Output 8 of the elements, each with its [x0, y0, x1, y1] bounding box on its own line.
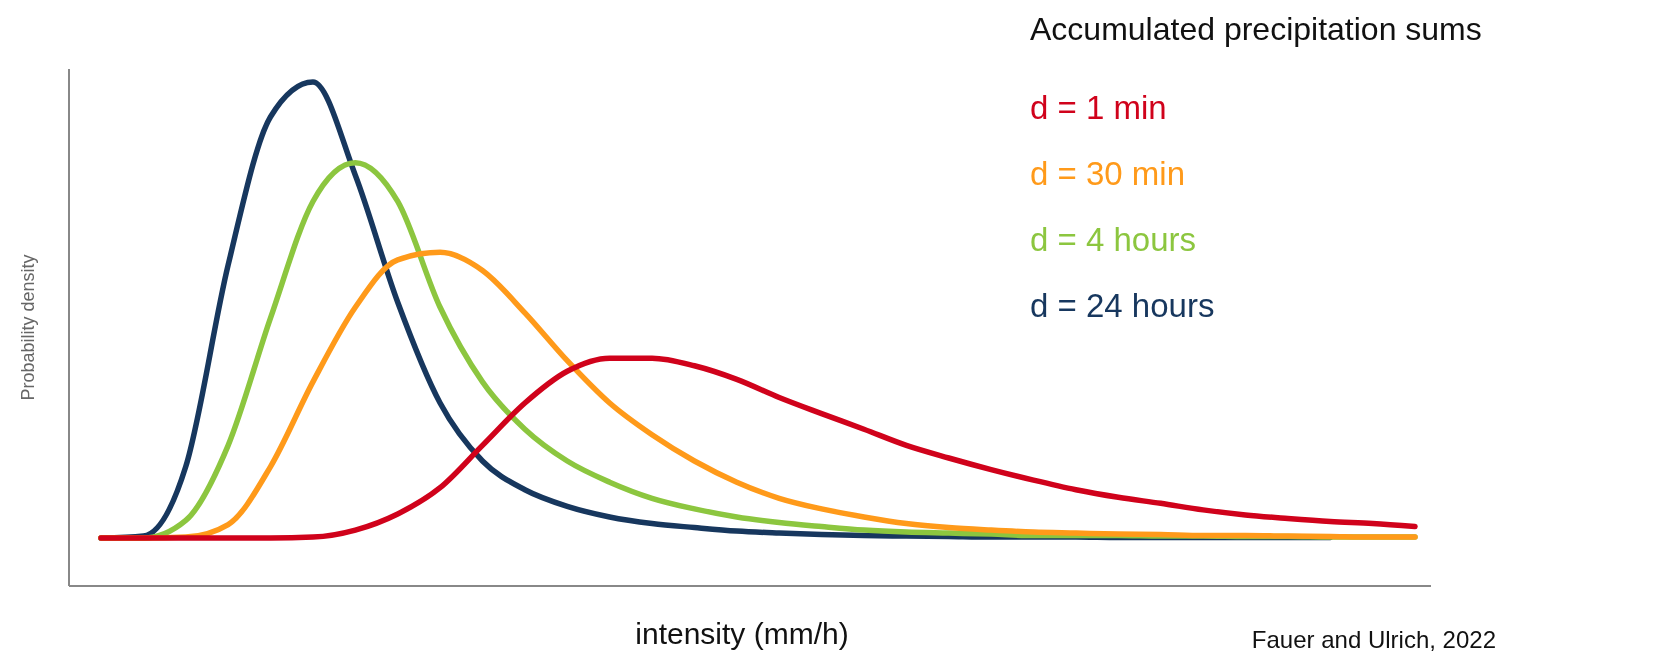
text: d = 30 min: [1030, 155, 1186, 192]
text: d = 4 hours: [1030, 221, 1197, 258]
text: d = 24 hours: [1030, 287, 1215, 324]
x-axis-title: intensity (mm/h): [635, 617, 849, 650]
y-axis-title: Probability density: [18, 254, 38, 401]
text: Fauer and Ulrich, 2022: [1251, 626, 1496, 653]
legend-title: Accumulated precipitation sums: [1030, 11, 1482, 47]
text: d = 1 min: [1030, 89, 1167, 126]
